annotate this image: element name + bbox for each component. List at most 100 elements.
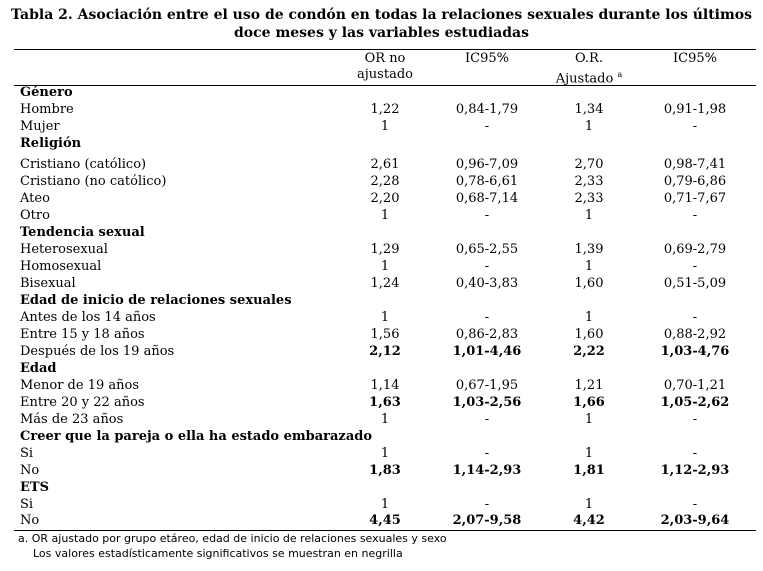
ic95-value: 0,96-7,09 bbox=[455, 157, 519, 172]
table-row: No 4,45 2,07-9,58 4,42 2,03-9,64 bbox=[0, 512, 763, 529]
ic95-value: 1,14-2,93 bbox=[452, 463, 522, 478]
ic95-adjusted-value: - bbox=[692, 446, 698, 461]
or-adjusted-value: 1 bbox=[584, 310, 594, 325]
or-value: 1,56 bbox=[370, 327, 400, 342]
row-label: Creer que la pareja o ella ha estado emb… bbox=[20, 429, 373, 444]
section-header-row: ETS bbox=[0, 479, 763, 496]
row-label: Entre 15 y 18 años bbox=[20, 327, 145, 342]
row-label: No bbox=[20, 513, 40, 528]
or-value: 1,14 bbox=[370, 378, 400, 393]
ic95-adjusted-value: - bbox=[692, 497, 698, 512]
or-adjusted-value: 1 bbox=[584, 446, 594, 461]
or-adjusted-value: 1,60 bbox=[574, 276, 604, 291]
row-label: Si bbox=[20, 497, 34, 512]
ic95-adjusted-value: - bbox=[692, 259, 698, 274]
table-row: Menor de 19 años 1,14 0,67-1,95 1,21 0,70-1,… bbox=[0, 377, 763, 394]
section-header-row: Edad de inicio de relaciones sexuales bbox=[0, 292, 763, 309]
header-ic95-1: IC95% bbox=[465, 51, 509, 66]
or-value: 2,20 bbox=[370, 191, 400, 206]
ic95-adjusted-value: 0,70-1,21 bbox=[663, 378, 727, 393]
or-value: 1 bbox=[380, 208, 390, 223]
or-value: 1 bbox=[380, 119, 390, 134]
or-adjusted-value: 1,66 bbox=[573, 395, 605, 410]
footnote-a: a. OR ajustado por grupo etáreo, edad de… bbox=[18, 532, 447, 545]
ic95-adjusted-value: - bbox=[692, 310, 698, 325]
or-adjusted-value: 1,21 bbox=[574, 378, 604, 393]
or-adjusted-value: 2,33 bbox=[574, 174, 604, 189]
table-row: Entre 20 y 22 años 1,63 1,03-2,56 1,66 1,05-… bbox=[0, 394, 763, 411]
top-rule bbox=[14, 49, 756, 50]
or-adjusted-value: 1,60 bbox=[574, 327, 604, 342]
footnote-significance: Los valores estadísticamente significati… bbox=[33, 547, 403, 560]
ic95-adjusted-value: 0,98-7,41 bbox=[663, 157, 727, 172]
ic95-value: - bbox=[484, 259, 490, 274]
or-value: 1 bbox=[380, 446, 390, 461]
row-label: Cristiano (no católico) bbox=[20, 174, 167, 189]
or-adjusted-value: 1,39 bbox=[574, 242, 604, 257]
table-row: Bisexual 1,24 0,40-3,83 1,60 0,51-5,09 bbox=[0, 275, 763, 292]
row-label: Hombre bbox=[20, 102, 74, 117]
row-label: Homosexual bbox=[20, 259, 102, 274]
table-title: Tabla 2. Asociación entre el uso de cond… bbox=[10, 6, 753, 42]
row-label: Otro bbox=[20, 208, 50, 223]
ic95-adjusted-value: - bbox=[692, 119, 698, 134]
header-or-no-ajustado: OR no ajustado bbox=[357, 51, 413, 82]
row-label: Menor de 19 años bbox=[20, 378, 139, 393]
or-value: 1 bbox=[380, 259, 390, 274]
table-row: Más de 23 años 1 - 1 - bbox=[0, 411, 763, 428]
ic95-adjusted-value: 1,03-4,76 bbox=[660, 344, 730, 359]
ic95-adjusted-value: 1,05-2,62 bbox=[660, 395, 730, 410]
ic95-value: - bbox=[484, 446, 490, 461]
table-row: No 1,83 1,14-2,93 1,81 1,12-2,93 bbox=[0, 462, 763, 479]
row-label: Heterosexual bbox=[20, 242, 108, 257]
row-label: Cristiano (católico) bbox=[20, 157, 147, 172]
or-adjusted-value: 2,22 bbox=[573, 344, 605, 359]
row-label: No bbox=[20, 463, 40, 478]
ic95-adjusted-value: 2,03-9,64 bbox=[660, 513, 730, 528]
ic95-adjusted-value: 0,88-2,92 bbox=[663, 327, 727, 342]
ic95-value: 0,78-6,61 bbox=[455, 174, 519, 189]
or-adjusted-value: 1 bbox=[584, 208, 594, 223]
table-row: Mujer 1 - 1 - bbox=[0, 118, 763, 135]
ic95-value: 0,67-1,95 bbox=[455, 378, 519, 393]
header-rule bbox=[14, 85, 756, 86]
ic95-adjusted-value: 0,71-7,67 bbox=[663, 191, 727, 206]
row-label: Entre 20 y 22 años bbox=[20, 395, 145, 410]
ic95-value: 0,65-2,55 bbox=[455, 242, 519, 257]
or-value: 1 bbox=[380, 412, 390, 427]
row-label: Edad de inicio de relaciones sexuales bbox=[20, 293, 292, 308]
or-value: 1,22 bbox=[370, 102, 400, 117]
section-header-row: Tendencia sexual bbox=[0, 224, 763, 241]
ic95-value: 0,68-7,14 bbox=[455, 191, 519, 206]
row-label: Género bbox=[20, 85, 73, 100]
or-value: 1,24 bbox=[370, 276, 400, 291]
table-row: Cristiano (no católico) 2,28 0,78-6,61 2,33… bbox=[0, 173, 763, 190]
section-header-row: Género bbox=[0, 84, 763, 101]
or-value: 1 bbox=[380, 310, 390, 325]
ic95-adjusted-value: - bbox=[692, 208, 698, 223]
ic95-value: - bbox=[484, 497, 490, 512]
or-value: 1 bbox=[380, 497, 390, 512]
table-row: Entre 15 y 18 años 1,56 0,86-2,83 1,60 0,88-… bbox=[0, 326, 763, 343]
or-adjusted-value: 1 bbox=[584, 119, 594, 134]
table-row: Hombre 1,22 0,84-1,79 1,34 0,91-1,98 bbox=[0, 101, 763, 118]
or-value: 2,61 bbox=[370, 157, 400, 172]
or-adjusted-value: 2,70 bbox=[574, 157, 604, 172]
table-row: Cristiano (católico) 2,61 0,96-7,09 2,70 0,9… bbox=[0, 156, 763, 173]
ic95-value: 0,86-2,83 bbox=[455, 327, 519, 342]
row-label: ETS bbox=[20, 480, 49, 495]
ic95-adjusted-value: 0,91-1,98 bbox=[663, 102, 727, 117]
table-row: Si 1 - 1 - bbox=[0, 445, 763, 462]
or-value: 4,45 bbox=[369, 513, 401, 528]
section-header-row: Religión bbox=[0, 135, 763, 152]
row-label: Mujer bbox=[20, 119, 60, 134]
or-value: 1,29 bbox=[370, 242, 400, 257]
ic95-adjusted-value: 0,69-2,79 bbox=[663, 242, 727, 257]
ic95-value: - bbox=[484, 412, 490, 427]
ic95-value: - bbox=[484, 208, 490, 223]
or-adjusted-value: 4,42 bbox=[573, 513, 605, 528]
row-label: Edad bbox=[20, 361, 57, 376]
or-adjusted-value: 1 bbox=[584, 412, 594, 427]
ic95-adjusted-value: 1,12-2,93 bbox=[660, 463, 730, 478]
ic95-value: - bbox=[484, 310, 490, 325]
